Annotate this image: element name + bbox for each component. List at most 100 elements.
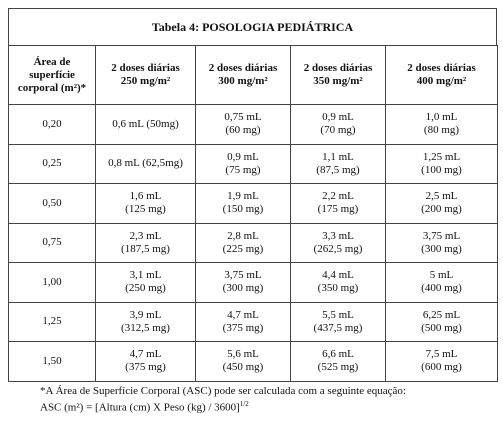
dose-cell: 1,6 mL (125 mg) — [95, 183, 196, 224]
cell-line: (375 mg) — [125, 361, 166, 374]
table-row: 1,25 3,9 mL (312,5 mg) 4,7 mL (375 mg) 5,5 mL… — [8, 301, 498, 342]
cell-line: 400 mg/m² — [416, 75, 467, 87]
cell-line: 3,9 mL — [129, 308, 162, 321]
cell-line: (60 mg) — [225, 124, 261, 137]
header-cell: 2 doses diárias 300 mg/m² — [195, 45, 291, 105]
cell-line: 1,25 — [42, 315, 62, 328]
cell-line: 3,75 mL — [224, 269, 262, 282]
cell-line: 0,8 mL (62,5mg) — [108, 157, 183, 170]
cell-line: 3,3 mL — [322, 229, 354, 242]
cell-line: 2 doses diárias — [303, 62, 373, 74]
cell-line: 350 mg/m² — [313, 75, 363, 87]
dose-cell: 6,6 mL (525 mg) — [290, 341, 386, 382]
cell-line: (250 mg) — [125, 282, 166, 295]
dose-cell: 3,1 mL (250 mg) — [95, 262, 196, 303]
cell-line: 2 doses diárias — [111, 62, 180, 74]
cell-line: 2 doses diárias — [407, 62, 476, 74]
dose-cell: 3,75 mL (300 mg) — [195, 262, 291, 303]
dose-cell: 5 mL (400 mg) — [385, 262, 498, 303]
formula: ASC (m²) = [Altura (cm) X Peso (kg) / 36… — [40, 401, 240, 414]
table-row: 1,50 4,7 mL (375 mg) 5,6 mL (450 mg) 6,6 mL (5… — [8, 341, 498, 382]
cell-line: (225 mg) — [222, 242, 264, 255]
cell-line: 4,7 mL — [227, 308, 259, 321]
dose-cell: 5,6 mL (450 mg) — [195, 341, 291, 382]
cell-line: superfície — [29, 68, 75, 81]
dose-cell: 0,75 mL (60 mg) — [195, 104, 291, 145]
cell-line: (312,5 mg) — [121, 321, 170, 334]
cell-line: (187,5 mg) — [121, 242, 170, 255]
header-row: Área de superfície corporal (m²)* 2 doses d… — [8, 45, 498, 105]
cell-line: (175 mg) — [317, 203, 359, 216]
cell-line: (300 mg) — [222, 282, 264, 295]
area-cell: 0,50 — [8, 183, 96, 224]
header-cell: 2 doses diárias 250 mg/m² — [95, 45, 196, 105]
dosage-table: Área de superfície corporal (m²)* 2 doses d… — [8, 45, 498, 382]
cell-line: 0,25 — [42, 157, 62, 170]
cell-line: (300 mg) — [421, 242, 462, 255]
dose-cell: 0,8 mL (62,5mg) — [95, 143, 196, 184]
table-row: 0,25 0,8 mL (62,5mg) 0,9 mL (75 mg) 1,1 mL (8… — [8, 143, 498, 184]
dose-cell: 3,9 mL (312,5 mg) — [95, 301, 196, 342]
cell-line: (80 mg) — [423, 124, 460, 137]
dose-cell: 4,7 mL (375 mg) — [95, 341, 196, 382]
cell-line: 1,00 — [42, 275, 62, 288]
cell-line: (100 mg) — [421, 163, 462, 176]
table-row: 0,50 1,6 mL (125 mg) 1,9 mL (150 mg) 2,2 mL (1… — [8, 183, 498, 224]
cell-line: 0,50 — [42, 196, 62, 209]
cell-line: 4,7 mL — [129, 348, 162, 361]
cell-line: (525 mg) — [317, 361, 359, 374]
cell-line: 2,3 mL — [129, 229, 162, 242]
cell-line: corporal (m²)* — [17, 81, 87, 94]
dose-cell: 0,9 mL (75 mg) — [195, 143, 291, 184]
table-row: 0,20 0,6 mL (50mg) 0,75 mL (60 mg) 0,9 mL (70… — [8, 104, 498, 145]
cell-line: Área de — [33, 55, 71, 68]
formula-exponent: 1/2 — [239, 400, 249, 408]
area-cell: 0,20 — [8, 104, 96, 145]
area-cell: 1,25 — [8, 301, 96, 342]
cell-line: 1,25 mL — [422, 150, 461, 163]
dose-cell: 4,7 mL (375 mg) — [195, 301, 291, 342]
table-body: 0,20 0,6 mL (50mg) 0,75 mL (60 mg) 0,9 mL (70… — [8, 104, 498, 382]
header-cell: 2 doses diárias 400 mg/m² — [385, 45, 498, 105]
cell-line: 2,2 mL — [322, 190, 354, 203]
cell-line: (125 mg) — [125, 203, 166, 216]
dose-cell: 4,4 mL (350 mg) — [290, 262, 386, 303]
cell-line: (437,5 mg) — [313, 321, 363, 334]
cell-line: 300 mg/m² — [218, 75, 268, 87]
dose-cell: 1,9 mL (150 mg) — [195, 183, 291, 224]
cell-line: 5 mL — [429, 269, 454, 282]
area-cell: 0,25 — [8, 143, 96, 184]
cell-line: (500 mg) — [421, 321, 462, 334]
dose-cell: 5,5 mL (437,5 mg) — [290, 301, 386, 342]
cell-line: (350 mg) — [317, 282, 359, 295]
cell-line: 0,20 — [42, 117, 62, 130]
dose-cell: 2,2 mL (175 mg) — [290, 183, 386, 224]
cell-line: 5,6 mL — [227, 348, 259, 361]
cell-line: 3,75 mL — [422, 229, 461, 242]
cell-line: 4,4 mL — [322, 269, 354, 282]
footnote-line: ASC (m²) = [Altura (cm) X Peso (kg) / 36… — [40, 398, 406, 415]
cell-line: (150 mg) — [222, 203, 264, 216]
cell-line: 0,75 — [42, 236, 62, 249]
dose-cell: 6,25 mL (500 mg) — [385, 301, 498, 342]
dose-cell: 2,5 mL (200 mg) — [385, 183, 498, 224]
cell-line: 1,6 mL — [129, 190, 162, 203]
cell-line: (262,5 mg) — [313, 242, 363, 255]
area-cell: 1,50 — [8, 341, 96, 382]
cell-line: 0,75 mL — [224, 111, 262, 124]
area-cell: 1,00 — [8, 262, 96, 303]
dose-cell: 1,25 mL (100 mg) — [385, 143, 498, 184]
cell-line: 5,5 mL — [322, 308, 354, 321]
dose-cell: 3,3 mL (262,5 mg) — [290, 222, 386, 263]
dose-cell: 7,5 mL (600 mg) — [385, 341, 498, 382]
cell-line: 6,25 mL — [422, 308, 461, 321]
dose-cell: 0,9 mL (70 mg) — [290, 104, 386, 145]
cell-line: 3,1 mL — [129, 269, 162, 282]
cell-line: 0,9 mL — [322, 111, 354, 124]
cell-line: (70 mg) — [320, 124, 356, 137]
footnote: *A Área de Superfície Corporal (ASC) pod… — [40, 385, 406, 415]
table-row: 0,75 2,3 mL (187,5 mg) 2,8 mL (225 mg) 3,3 mL… — [8, 222, 498, 263]
dose-cell: 2,8 mL (225 mg) — [195, 222, 291, 263]
cell-line: (375 mg) — [222, 321, 264, 334]
cell-line: 2 doses diárias — [208, 62, 278, 74]
